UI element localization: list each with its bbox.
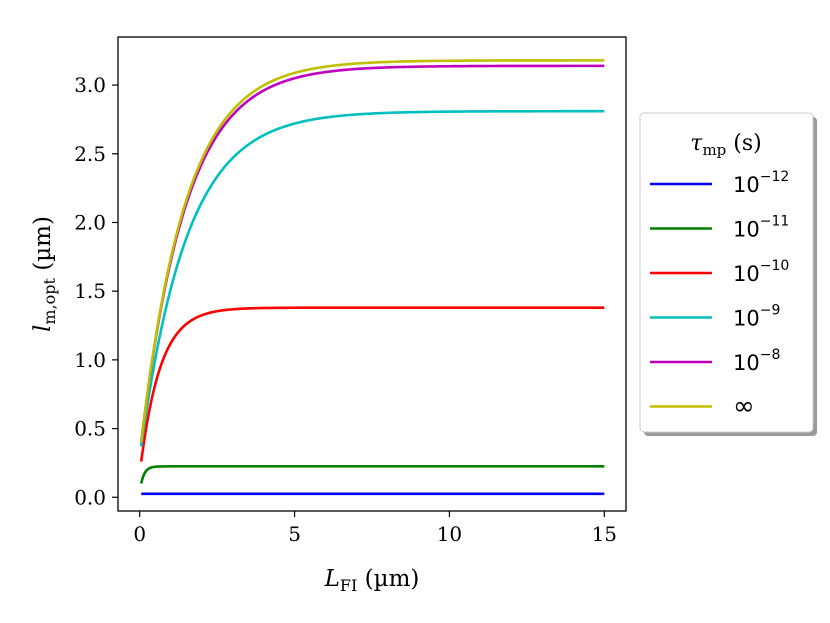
legend-label-10^-10: 10−10 <box>733 258 789 286</box>
x-tick-label: 10 <box>437 522 462 546</box>
x-tick-label: 0 <box>133 522 146 546</box>
series-line-10^-8 <box>139 64 605 443</box>
legend-entries: 10−12 10−11 10−10 10−9 10−8 ∞ <box>650 169 789 422</box>
lines-layer <box>139 59 605 496</box>
y-tick-label: 2.0 <box>74 210 106 234</box>
y-tick-label: 0.5 <box>74 417 106 441</box>
y-tick-label: 1.0 <box>74 348 106 372</box>
y-tick-label: 0.0 <box>74 485 106 509</box>
plot-area-frame <box>117 36 627 512</box>
legend: τmp (s) 10−12 10−11 10−10 10−9 10−8 ∞ <box>639 112 817 436</box>
series-line-infinity <box>139 59 605 443</box>
legend-label-10^-8: 10−8 <box>733 347 780 375</box>
series-line-10^-10 <box>139 306 605 462</box>
y-tick-label: 1.5 <box>74 279 106 303</box>
legend-label-10^-9: 10−9 <box>733 303 780 331</box>
y-axis-label: lm,opt (µm) <box>30 216 59 332</box>
legend-label-10^-11: 10−11 <box>733 214 789 242</box>
series-line-10^-11 <box>139 465 605 484</box>
legend-label-10^-12: 10−12 <box>733 169 789 197</box>
y-tick-label: 3.0 <box>74 73 106 97</box>
x-axis-label: LFI (µm) <box>324 566 420 595</box>
x-tick-label: 5 <box>288 522 301 546</box>
ticks-layer: 0 5 10 15 0.0 0.5 1.0 1.5 2.0 2.5 3.0 <box>74 73 617 546</box>
series-line-10^-9 <box>139 109 605 447</box>
legend-title: τmp (s) <box>690 131 761 159</box>
y-tick-label: 2.5 <box>74 142 106 166</box>
legend-label-infinity: ∞ <box>733 392 755 422</box>
x-tick-label: 15 <box>592 522 617 546</box>
legend-box <box>639 112 814 433</box>
